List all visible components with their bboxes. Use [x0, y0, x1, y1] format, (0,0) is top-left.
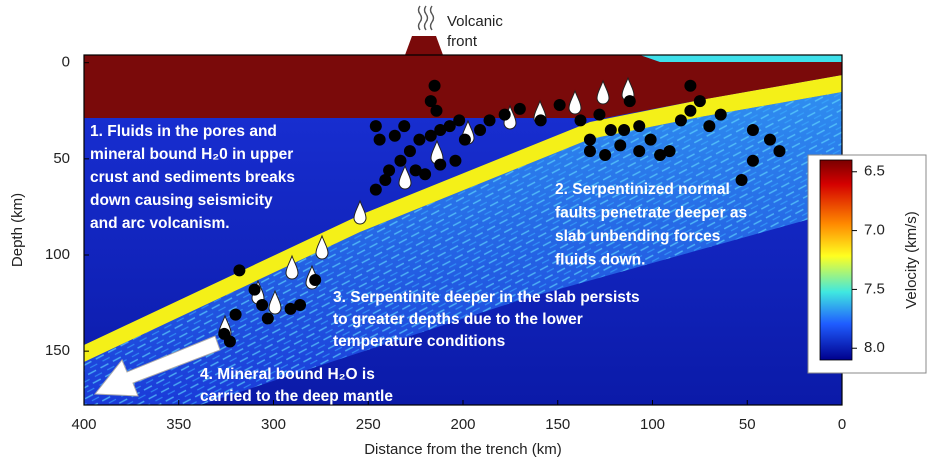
- x-tick-label: 150: [545, 416, 570, 433]
- earthquake: [618, 124, 630, 136]
- annotation: fluids down.: [555, 252, 645, 269]
- y-tick-label: 0: [62, 54, 70, 71]
- annotation: 1. Fluids in the pores and: [90, 123, 277, 140]
- colorbar-tick-label: 7.5: [864, 280, 885, 297]
- earthquake: [309, 274, 321, 286]
- volcano-label: Volcanic: [447, 13, 503, 30]
- y-axis-label: Depth (km): [9, 193, 26, 267]
- earthquake: [624, 95, 636, 107]
- volcano-label: front: [447, 33, 478, 50]
- colorbar: [820, 160, 852, 360]
- annotation: down causing seismicity: [90, 192, 273, 209]
- earthquake: [370, 184, 382, 196]
- earthquake: [773, 145, 785, 157]
- earthquake: [675, 114, 687, 126]
- earthquake: [413, 134, 425, 146]
- earthquake: [747, 155, 759, 167]
- earthquake: [233, 264, 245, 276]
- earthquake: [764, 134, 776, 146]
- x-tick-label: 50: [739, 416, 756, 433]
- earthquake: [398, 120, 410, 132]
- earthquake: [429, 80, 441, 92]
- earthquake: [684, 80, 696, 92]
- earthquake: [224, 336, 236, 348]
- earthquake: [599, 149, 611, 161]
- colorbar-label: Velocity (km/s): [903, 211, 920, 309]
- y-tick-label: 50: [53, 150, 70, 167]
- earthquake: [449, 155, 461, 167]
- y-tick-label: 150: [45, 342, 70, 359]
- earthquake: [633, 145, 645, 157]
- earthquake: [684, 105, 696, 117]
- earthquake: [370, 120, 382, 132]
- annotation: 3. Serpentinite deeper in the slab persi…: [333, 289, 640, 306]
- x-tick-label: 0: [838, 416, 846, 433]
- earthquake: [256, 299, 268, 311]
- earthquake: [294, 299, 306, 311]
- annotation: crust and sediments breaks: [90, 169, 295, 186]
- earthquake: [404, 145, 416, 157]
- earthquake: [584, 134, 596, 146]
- annotation: slab unbending forces: [555, 228, 720, 245]
- earthquake: [605, 124, 617, 136]
- annotation: to greater depths due to the lower: [333, 311, 583, 328]
- annotation: temperature conditions: [333, 333, 505, 350]
- y-tick-label: 100: [45, 246, 70, 263]
- earthquake: [430, 105, 442, 117]
- earthquake: [374, 134, 386, 146]
- earthquake: [535, 114, 547, 126]
- x-tick-label: 250: [356, 416, 381, 433]
- annotation: carried to the deep mantle: [200, 388, 393, 405]
- x-tick-label: 400: [71, 416, 96, 433]
- earthquake: [383, 164, 395, 176]
- earthquake: [419, 168, 431, 180]
- earthquake: [574, 114, 586, 126]
- earthquake: [434, 159, 446, 171]
- earthquake: [736, 174, 748, 186]
- volcano: [405, 36, 443, 55]
- earthquake: [499, 109, 511, 121]
- x-tick-label: 300: [261, 416, 286, 433]
- earthquake: [694, 95, 706, 107]
- earthquake: [584, 145, 596, 157]
- earthquake: [747, 124, 759, 136]
- earthquake: [459, 134, 471, 146]
- figure: Distance from the trench (km) Depth (km)…: [0, 0, 928, 460]
- x-tick-label: 350: [166, 416, 191, 433]
- earthquake: [389, 130, 401, 142]
- earthquake: [664, 145, 676, 157]
- earthquake: [633, 120, 645, 132]
- annotation: 4. Mineral bound H₂O is: [200, 366, 375, 383]
- earthquake: [593, 109, 605, 121]
- earthquake: [614, 139, 626, 151]
- earthquake: [645, 134, 657, 146]
- colorbar-tick-label: 6.5: [864, 163, 885, 180]
- earthquake: [474, 124, 486, 136]
- annotation: faults penetrate deeper as: [555, 205, 747, 222]
- x-tick-label: 200: [450, 416, 475, 433]
- colorbar-tick-label: 7.0: [864, 222, 885, 239]
- colorbar-tick-label: 8.0: [864, 339, 885, 356]
- earthquake: [230, 309, 242, 321]
- annotation: mineral bound H₂0 in upper: [90, 146, 293, 163]
- earthquake: [514, 103, 526, 115]
- earthquake: [703, 120, 715, 132]
- earthquake: [249, 284, 261, 296]
- earthquake: [715, 109, 727, 121]
- earthquake: [554, 99, 566, 111]
- earthquake: [453, 114, 465, 126]
- earthquake: [484, 114, 496, 126]
- x-axis-label: Distance from the trench (km): [364, 441, 562, 458]
- ocean: [640, 55, 842, 62]
- annotation: 2. Serpentinized normal: [555, 181, 730, 198]
- earthquake: [262, 312, 274, 324]
- volcanic-plume: [419, 6, 434, 30]
- annotation: and arc volcanism.: [90, 215, 230, 232]
- x-tick-label: 100: [640, 416, 665, 433]
- earthquake: [394, 155, 406, 167]
